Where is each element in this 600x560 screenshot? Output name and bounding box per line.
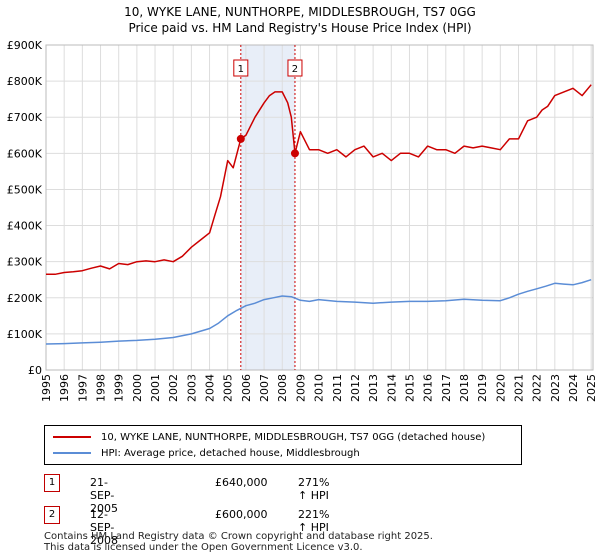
x-tick-label: 2020 — [494, 374, 507, 402]
y-tick-label: £100K — [7, 328, 43, 341]
legend-item-property: 10, WYKE LANE, NUNTHORPE, MIDDLESBROUGH,… — [53, 429, 485, 445]
x-tick-label: 2011 — [331, 374, 344, 402]
y-tick-label: £0 — [28, 364, 42, 377]
sale-number-badge: 1 — [44, 474, 60, 492]
x-tick-label: 2001 — [149, 374, 162, 402]
x-tick-label: 2016 — [422, 374, 435, 402]
sale-hpi-change: 271% ↑ HPI — [298, 476, 330, 502]
y-tick-label: £700K — [7, 111, 43, 124]
sale-marker-box — [233, 59, 249, 77]
sale-date: 21-SEP-2005 — [90, 476, 118, 515]
hpi-line — [45, 278, 592, 345]
x-tick-label: 2018 — [458, 374, 471, 402]
x-tick-label: 2019 — [476, 374, 489, 402]
sale-point — [290, 149, 299, 158]
x-tick-label: 2012 — [349, 374, 362, 402]
sale-marker-label: 2 — [292, 64, 298, 75]
y-tick-label: £900K — [7, 39, 43, 52]
y-tick-label: £200K — [7, 292, 43, 305]
x-tick-label: 2015 — [403, 374, 416, 402]
sale-price: £640,000 — [215, 476, 268, 489]
x-tick-label: 1997 — [76, 374, 89, 402]
sale-date: 12-SEP-2008 — [90, 508, 118, 547]
x-tick-label: 2008 — [276, 374, 289, 402]
x-tick-label: 2023 — [549, 374, 562, 402]
sale-marker-label: 1 — [238, 64, 244, 75]
sale-hpi-change: 221% ↑ HPI — [298, 508, 330, 534]
plot-area-border — [45, 44, 594, 371]
sale-marker-box — [287, 59, 303, 77]
x-tick-label: 1999 — [113, 374, 126, 402]
x-tick-label: 2007 — [258, 374, 271, 402]
x-tick-label: 2013 — [367, 374, 380, 402]
x-tick-label: 2022 — [531, 374, 544, 402]
legend-label-hpi: HPI: Average price, detached house, Midd… — [101, 447, 360, 459]
y-tick-label: £600K — [7, 147, 43, 160]
sale-number-badge: 2 — [44, 506, 60, 524]
x-tick-label: 2009 — [294, 374, 307, 402]
legend-item-hpi: HPI: Average price, detached house, Midd… — [53, 445, 360, 461]
property-price-line — [46, 84, 592, 276]
x-tick-label: 2000 — [131, 374, 144, 402]
price-chart: £0 £100K £200K £300K £400K £500K £600K £700K £80… — [7, 39, 598, 402]
x-tick-label: 2006 — [240, 374, 253, 402]
sale-point — [236, 134, 245, 143]
x-tick-label: 2021 — [512, 374, 525, 402]
x-tick-label: 2003 — [185, 374, 198, 402]
footer-copyright: Contains HM Land Registry data © Crown c… — [44, 531, 433, 542]
x-tick-label: 2017 — [440, 374, 453, 402]
sale-price: £600,000 — [215, 508, 268, 521]
x-tick-label: 2005 — [222, 374, 235, 402]
legend-swatch-hpi — [53, 452, 91, 454]
legend-swatch-property — [53, 436, 91, 438]
y-tick-label: £800K — [7, 75, 43, 88]
y-tick-label: £400K — [7, 220, 43, 233]
footer: Contains HM Land Registry data © Crown c… — [44, 531, 433, 553]
x-tick-label: 2004 — [204, 374, 217, 402]
x-tick-label: 2010 — [313, 374, 326, 402]
legend: 10, WYKE LANE, NUNTHORPE, MIDDLESBROUGH,… — [44, 425, 522, 465]
chart-title: 10, WYKE LANE, NUNTHORPE, MIDDLESBROUGH,… — [124, 5, 476, 19]
x-tick-label: 1996 — [58, 374, 71, 402]
x-tick-label: 1995 — [40, 374, 53, 402]
chart-subtitle: Price paid vs. HM Land Registry's House … — [128, 21, 472, 35]
legend-label-property: 10, WYKE LANE, NUNTHORPE, MIDDLESBROUGH,… — [101, 431, 486, 443]
x-tick-label: 1998 — [95, 374, 108, 402]
y-tick-label: £500K — [7, 183, 43, 196]
x-tick-label: 2014 — [385, 374, 398, 402]
x-tick-label: 2024 — [567, 374, 580, 402]
x-tick-label: 2002 — [167, 374, 180, 402]
x-tick-label: 2025 — [585, 374, 598, 402]
sale-period-shade — [240, 45, 295, 370]
y-tick-label: £300K — [7, 256, 43, 269]
footer-licence: This data is licensed under the Open Gov… — [44, 542, 363, 553]
